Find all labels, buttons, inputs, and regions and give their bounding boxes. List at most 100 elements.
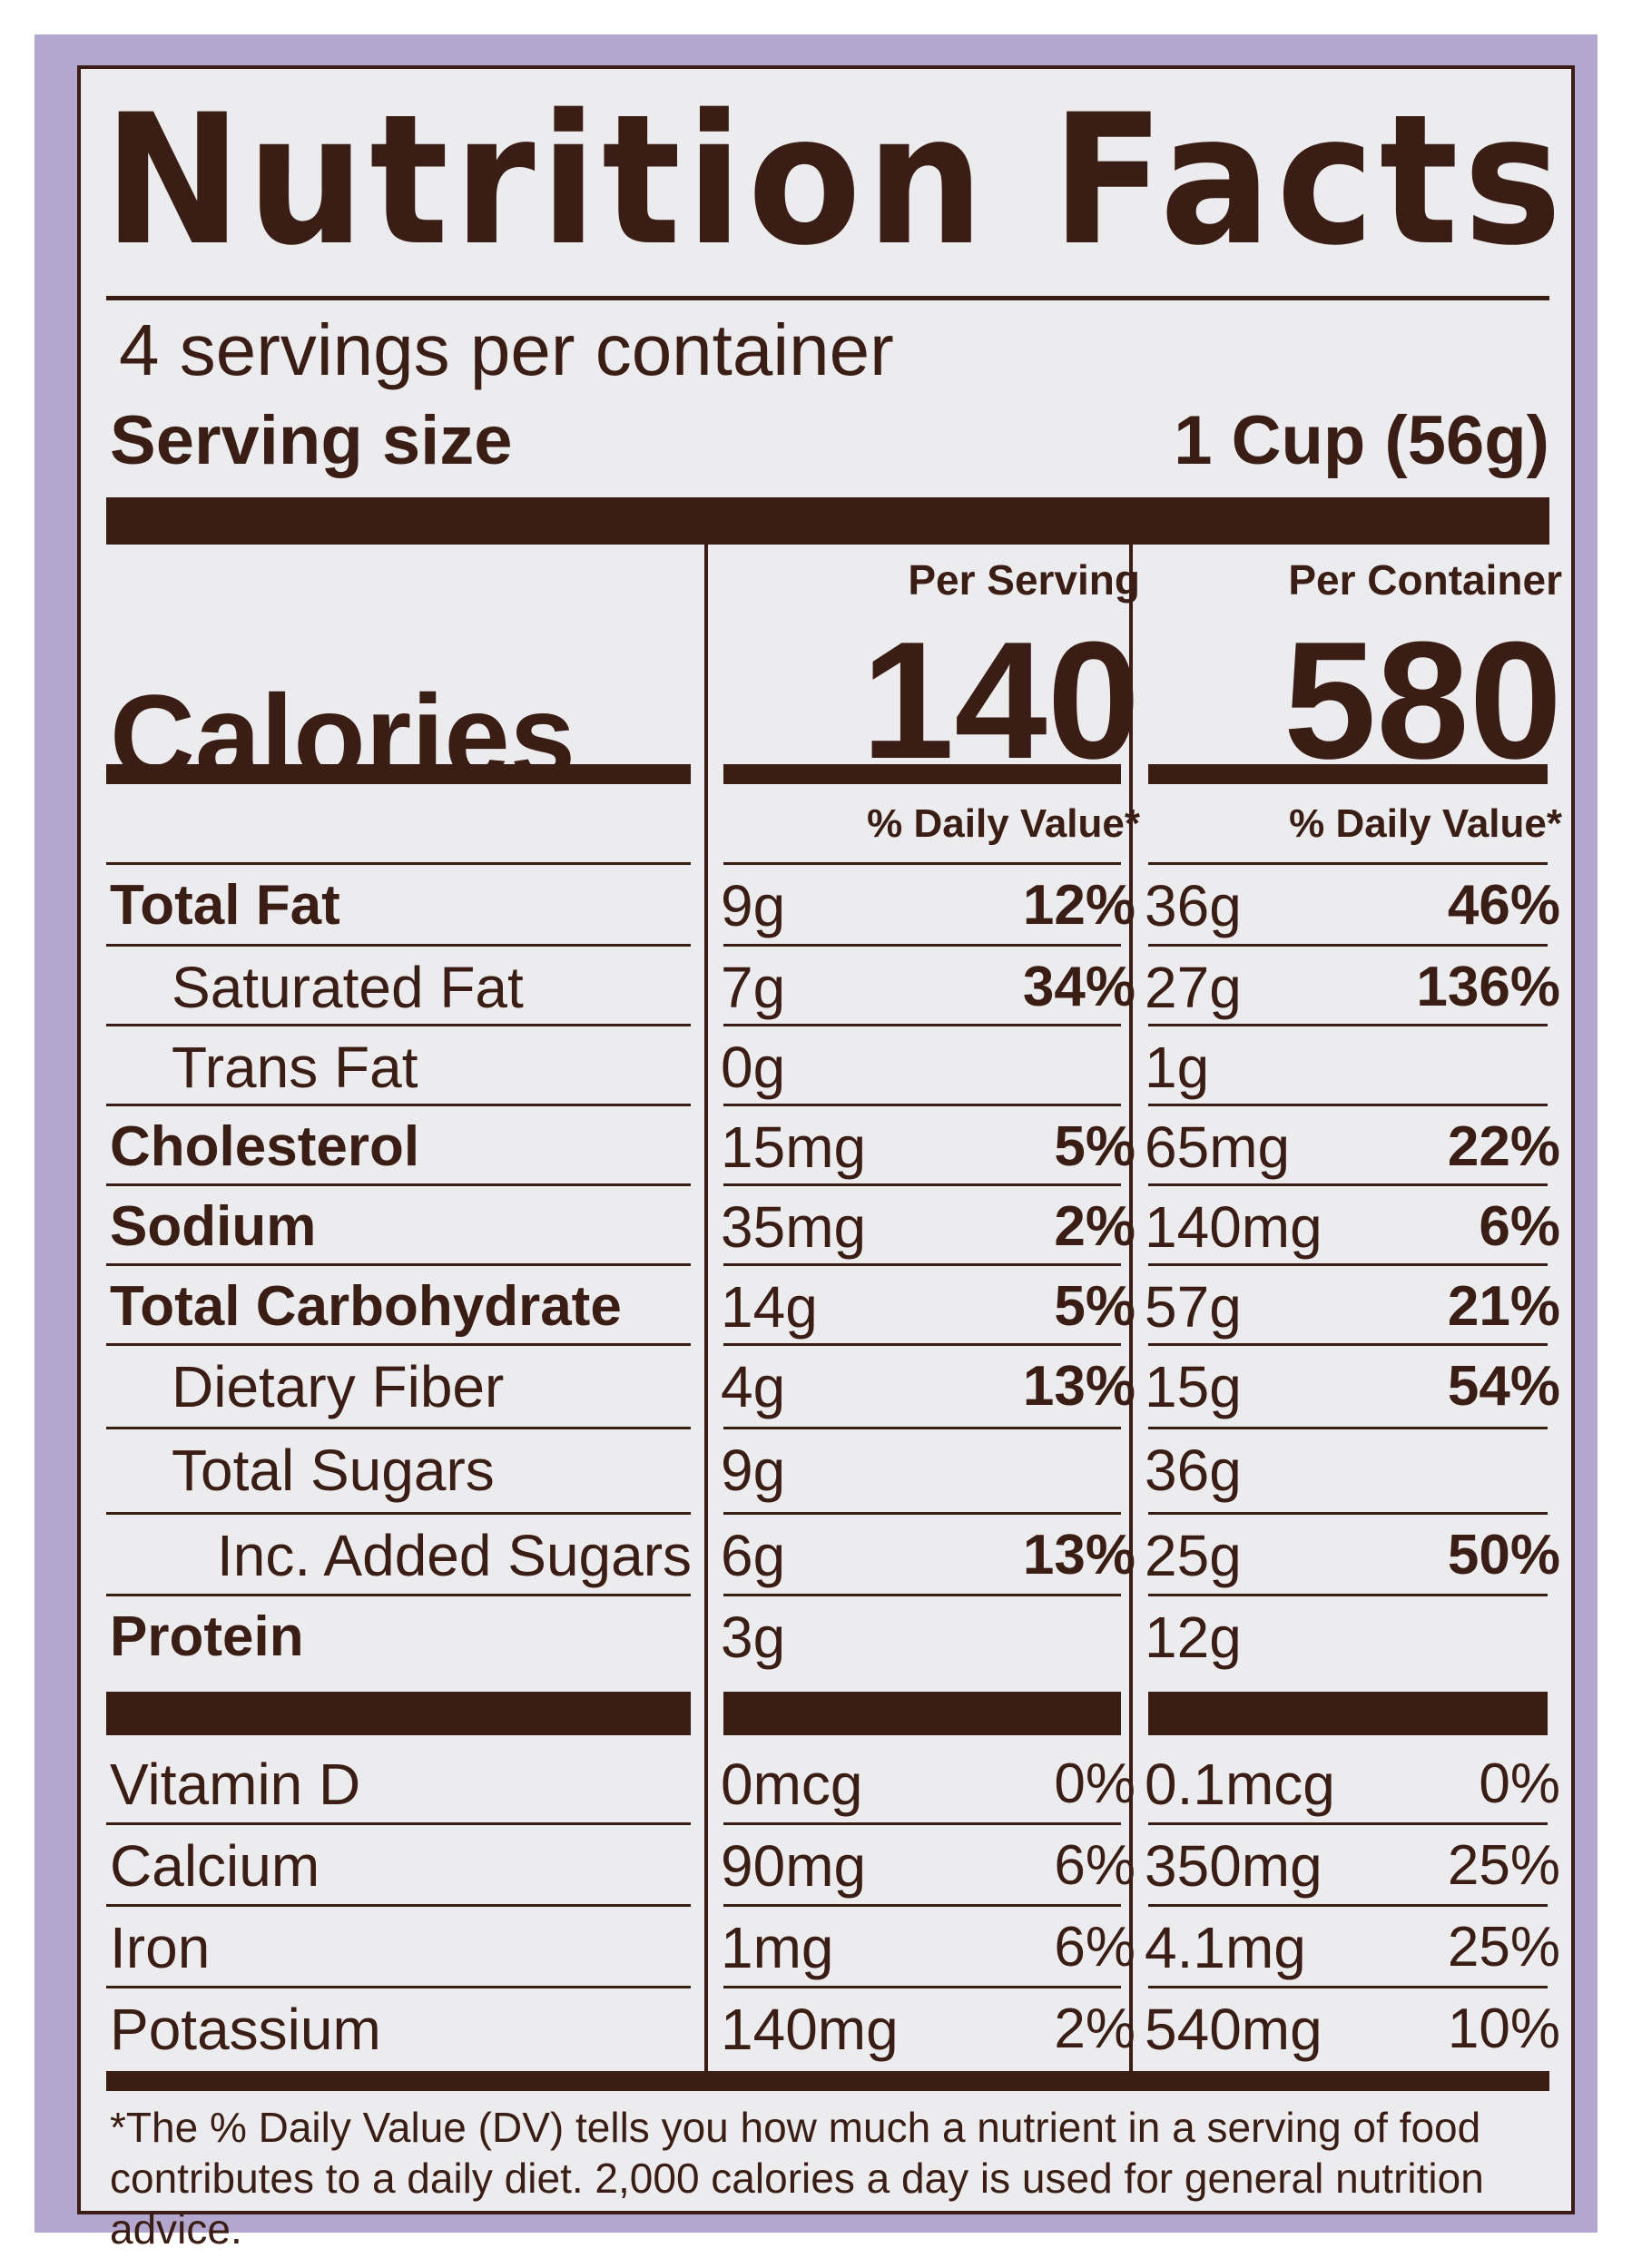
container-amount: 15g bbox=[1145, 1354, 1242, 1419]
calories-rule-mid bbox=[723, 764, 1121, 784]
container-amount: 540mg bbox=[1145, 1997, 1322, 2062]
row-rule bbox=[106, 1263, 691, 1266]
nutrient-name: Saturated Fat bbox=[172, 955, 524, 1020]
serving-amount: 0g bbox=[721, 1035, 786, 1100]
serving-amount: 0mcg bbox=[721, 1752, 863, 1817]
title-rule bbox=[106, 296, 1549, 300]
serving-daily-value: 5% bbox=[1054, 1115, 1136, 1178]
daily-value-header-serving: % Daily Value* bbox=[867, 801, 1140, 846]
thick-rule-top bbox=[106, 497, 1549, 545]
nutrient-name: Trans Fat bbox=[172, 1035, 418, 1100]
container-amount: 4.1mg bbox=[1145, 1915, 1306, 1980]
row-rule bbox=[1148, 1104, 1548, 1106]
per-container-header: Per Container bbox=[1288, 556, 1562, 604]
row-rule bbox=[723, 862, 1121, 865]
nutrient-name: Cholesterol bbox=[110, 1115, 420, 1178]
nutrient-name: Total Fat bbox=[110, 874, 340, 937]
row-rule bbox=[723, 1104, 1121, 1106]
row-rule bbox=[1148, 944, 1548, 947]
serving-amount: 3g bbox=[721, 1605, 786, 1670]
footnote-line-2: contributes to a daily diet. 2,000 calor… bbox=[110, 2155, 1484, 2253]
thick-rule-bottom bbox=[106, 2071, 1549, 2091]
row-rule bbox=[723, 1822, 1121, 1825]
serving-daily-value: 13% bbox=[1022, 1355, 1136, 1418]
row-rule bbox=[1148, 1904, 1548, 1907]
serving-size-label: Serving size bbox=[110, 402, 513, 479]
row-rule bbox=[1148, 1183, 1548, 1186]
container-daily-value: 136% bbox=[1416, 956, 1560, 1018]
row-rule bbox=[106, 1986, 691, 1988]
row-rule bbox=[723, 1263, 1121, 1266]
footnote: *The % Daily Value (DV) tells you how mu… bbox=[110, 2102, 1553, 2254]
serving-amount: 9g bbox=[721, 873, 786, 938]
column-divider-2 bbox=[1129, 545, 1133, 2071]
container-daily-value: 54% bbox=[1447, 1355, 1560, 1418]
row-rule bbox=[723, 1904, 1121, 1907]
serving-daily-value: 34% bbox=[1022, 956, 1136, 1018]
row-rule bbox=[1148, 1024, 1548, 1026]
serving-amount: 35mg bbox=[721, 1194, 867, 1260]
calories-rule-left bbox=[106, 764, 691, 784]
container-amount: 25g bbox=[1145, 1523, 1242, 1588]
serving-amount: 6g bbox=[721, 1523, 786, 1588]
row-rule bbox=[106, 1104, 691, 1106]
row-rule bbox=[106, 1822, 691, 1825]
container-daily-value: 6% bbox=[1479, 1195, 1560, 1258]
row-rule bbox=[723, 1183, 1121, 1186]
nutrient-name: Sodium bbox=[110, 1195, 317, 1258]
row-rule bbox=[723, 1594, 1121, 1596]
container-daily-value: 0% bbox=[1479, 1753, 1560, 1815]
nutrition-facts-label: Nutrition Facts 4 servings per container… bbox=[77, 65, 1575, 2253]
serving-amount: 15mg bbox=[721, 1114, 867, 1180]
row-rule bbox=[1148, 1594, 1548, 1596]
row-rule bbox=[106, 862, 691, 865]
serving-daily-value: 0% bbox=[1054, 1753, 1136, 1815]
container-daily-value: 50% bbox=[1447, 1524, 1560, 1586]
nutrient-name: Inc. Added Sugars bbox=[217, 1523, 693, 1588]
nutrient-name: Dietary Fiber bbox=[172, 1354, 505, 1419]
row-rule bbox=[723, 1512, 1121, 1515]
row-rule bbox=[106, 1594, 691, 1596]
nutrient-name: Vitamin D bbox=[110, 1752, 361, 1817]
thick-rule-vitamins-right bbox=[1148, 1692, 1548, 1735]
row-rule bbox=[1148, 1427, 1548, 1429]
serving-daily-value: 12% bbox=[1022, 874, 1136, 937]
nutrient-name: Protein bbox=[110, 1605, 304, 1668]
serving-amount: 90mg bbox=[721, 1833, 867, 1899]
nutrient-name: Total Carbohydrate bbox=[110, 1275, 622, 1338]
row-rule bbox=[1148, 1822, 1548, 1825]
nutrient-name: Calcium bbox=[110, 1833, 320, 1899]
serving-daily-value: 13% bbox=[1022, 1524, 1136, 1586]
serving-amount: 7g bbox=[721, 955, 786, 1020]
serving-size-value: 1 Cup (56g) bbox=[1174, 402, 1549, 479]
row-rule bbox=[723, 944, 1121, 947]
nutrient-name: Total Sugars bbox=[172, 1438, 495, 1503]
nutrient-name: Iron bbox=[110, 1915, 211, 1980]
serving-daily-value: 2% bbox=[1054, 1195, 1136, 1258]
row-rule bbox=[723, 1343, 1121, 1346]
row-rule bbox=[106, 1343, 691, 1346]
container-daily-value: 25% bbox=[1447, 1834, 1560, 1897]
per-serving-header: Per Serving bbox=[908, 556, 1140, 604]
container-daily-value: 22% bbox=[1447, 1115, 1560, 1178]
container-amount: 1g bbox=[1145, 1035, 1210, 1100]
container-amount: 27g bbox=[1145, 955, 1242, 1020]
serving-amount: 1mg bbox=[721, 1915, 834, 1980]
servings-per-container: 4 servings per container bbox=[119, 309, 894, 390]
container-daily-value: 25% bbox=[1447, 1916, 1560, 1978]
container-daily-value: 10% bbox=[1447, 1998, 1560, 2060]
thick-rule-vitamins-left bbox=[106, 1692, 691, 1735]
container-amount: 0.1mcg bbox=[1145, 1752, 1335, 1817]
column-divider-1 bbox=[704, 545, 708, 2071]
container-amount: 65mg bbox=[1145, 1114, 1291, 1180]
serving-daily-value: 2% bbox=[1054, 1998, 1136, 2060]
row-rule bbox=[1148, 862, 1548, 865]
row-rule bbox=[723, 1427, 1121, 1429]
serving-amount: 9g bbox=[721, 1438, 786, 1503]
container-amount: 57g bbox=[1145, 1274, 1242, 1340]
container-amount: 36g bbox=[1145, 1438, 1242, 1503]
serving-amount: 4g bbox=[721, 1354, 786, 1419]
label-title: Nutrition Facts bbox=[103, 75, 1568, 285]
calories-rule-right bbox=[1148, 764, 1548, 784]
calories-per-container: 580 bbox=[1283, 606, 1562, 793]
